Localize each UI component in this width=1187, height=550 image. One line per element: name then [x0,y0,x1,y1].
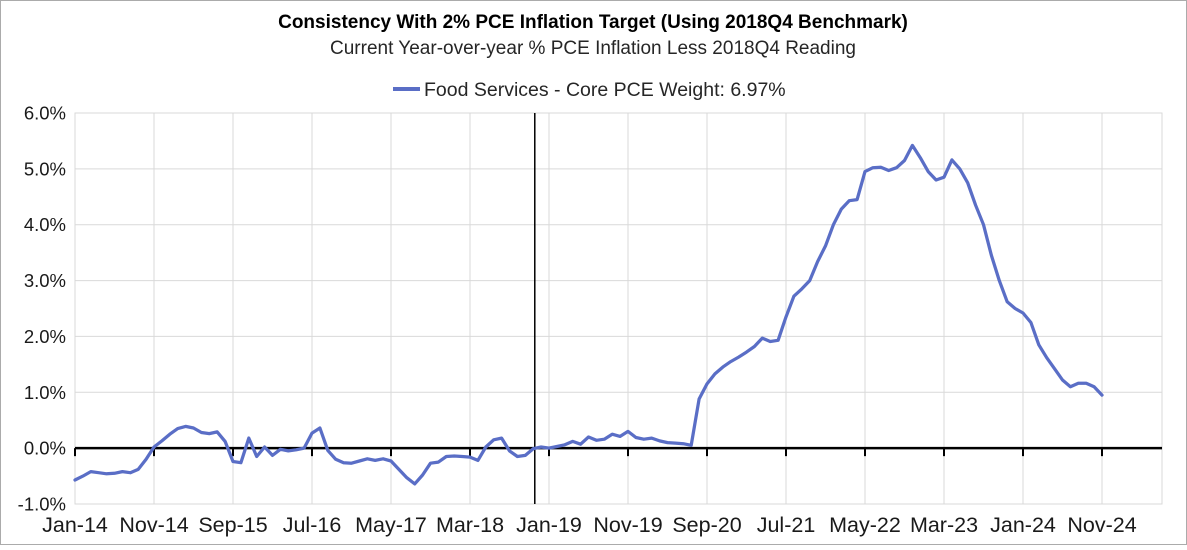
legend: Food Services - Core PCE Weight: 6.97% [393,79,786,101]
x-axis-tick-label: Nov-14 [119,513,188,537]
x-axis-tick-label: Jul-21 [757,513,816,537]
y-axis-tick-label: -1.0% [18,494,66,515]
x-axis-tick-label: Jan-19 [516,513,582,537]
y-axis-tick-label: 5.0% [24,158,66,179]
y-axis-tick-label: 4.0% [24,214,66,235]
x-axis-tick-label: Mar-18 [436,513,504,537]
x-axis-tick-label: Mar-23 [910,513,978,537]
y-axis-tick-label: 3.0% [24,270,66,291]
plot-border [74,112,1163,505]
x-axis-tick-label: May-17 [355,513,427,537]
chart-subtitle: Current Year-over-year % PCE Inflation L… [330,38,856,59]
legend-series-label: Food Services - Core PCE Weight: 6.97% [424,79,786,101]
y-axis-tick-label: 1.0% [24,382,66,403]
x-axis-tick-label: Jan-14 [42,513,108,537]
y-axis-tick-label: 6.0% [24,103,66,124]
x-axis-tick-label: Jul-16 [283,513,342,537]
plot-area: 6.0% 5.0% 4.0% 3.0% 2.0% 1.0% 0.0% -1.0%Jan-14 N… [18,103,1163,537]
x-axis-tick-label: May-22 [829,513,901,537]
x-axis-tick-label: Nov-19 [593,513,662,537]
x-axis-tick-label: Sep-15 [198,513,267,537]
y-axis-tick-label: 0.0% [24,438,66,459]
series-line-food-services [73,143,1104,486]
x-axis-tick-label: Jan-24 [990,513,1056,537]
x-axis-tick-label: Nov-24 [1067,513,1136,537]
x-axis-tick-label: Sep-20 [672,513,741,537]
chart-title: Consistency With 2% PCE Inflation Target… [278,12,908,33]
y-axis-tick-label: 2.0% [24,326,66,347]
